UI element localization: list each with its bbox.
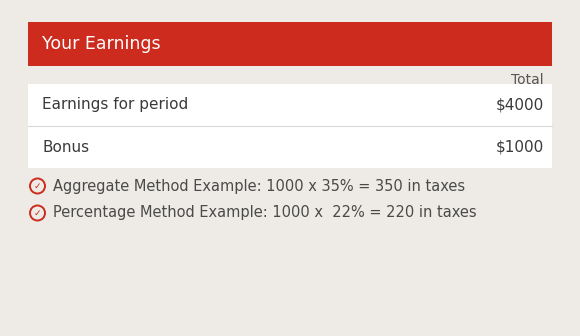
Bar: [28, 126, 552, 168]
Bar: [28, 84, 552, 126]
Text: Earnings for period: Earnings for period: [42, 97, 188, 113]
Text: Aggregate Method Example: 1000 x 35% = 350 in taxes: Aggregate Method Example: 1000 x 35% = 3…: [53, 178, 465, 194]
Text: $4000: $4000: [496, 97, 544, 113]
Text: Bonus: Bonus: [42, 139, 89, 155]
Text: ✓: ✓: [34, 209, 41, 218]
Text: Percentage Method Example: 1000 x  22% = 220 in taxes: Percentage Method Example: 1000 x 22% = …: [53, 206, 477, 220]
Text: ✓: ✓: [34, 182, 41, 191]
Text: Your Earnings: Your Earnings: [42, 35, 161, 53]
Bar: [28, 22, 552, 66]
Text: Total: Total: [512, 73, 544, 87]
Text: $1000: $1000: [496, 139, 544, 155]
